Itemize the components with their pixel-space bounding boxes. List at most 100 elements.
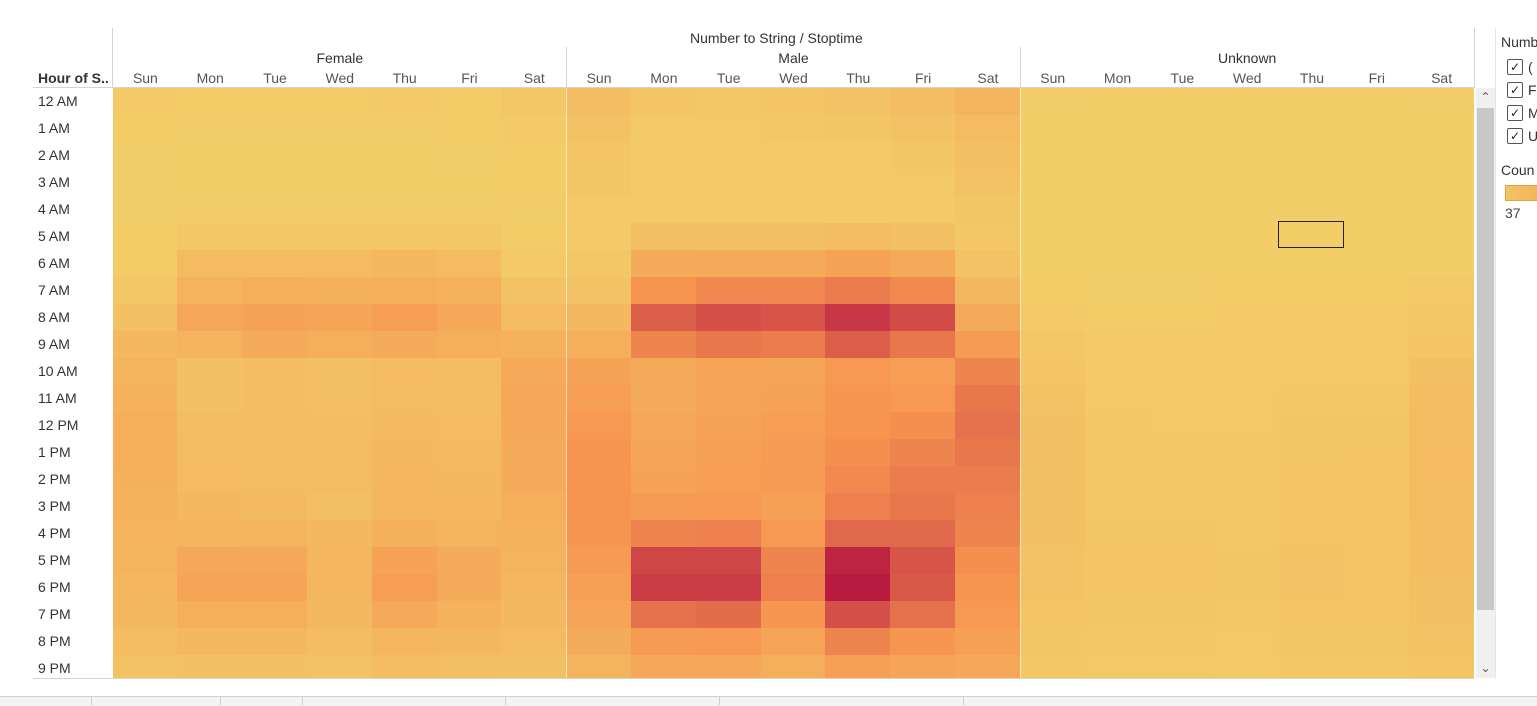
checkbox-icon[interactable]: ✓ <box>1507 105 1523 121</box>
heatmap-cell[interactable] <box>1020 88 1086 115</box>
heatmap-cell[interactable] <box>696 142 762 169</box>
heatmap-cell[interactable] <box>242 331 308 358</box>
heatmap-cell[interactable] <box>1344 412 1410 439</box>
heatmap-cell[interactable] <box>1149 493 1215 520</box>
heatmap-cell[interactable] <box>1409 142 1474 169</box>
heatmap-cell[interactable] <box>1085 304 1150 331</box>
heatmap-cell[interactable] <box>1344 574 1410 601</box>
heatmap-cell[interactable] <box>1149 142 1215 169</box>
heatmap-cell[interactable] <box>307 655 373 678</box>
heatmap-cell[interactable] <box>307 304 373 331</box>
heatmap-cell[interactable] <box>761 466 826 493</box>
heatmap-cell[interactable] <box>1279 628 1345 655</box>
heatmap-cell[interactable] <box>501 277 567 304</box>
heatmap-cell[interactable] <box>1085 250 1150 277</box>
heatmap-cell[interactable] <box>631 655 697 678</box>
heatmap-cell[interactable] <box>437 628 502 655</box>
heatmap-cell[interactable] <box>1149 169 1215 196</box>
heatmap-cell[interactable] <box>177 574 243 601</box>
heatmap-cell[interactable] <box>113 493 178 520</box>
heatmap-cell[interactable] <box>761 520 826 547</box>
legend-filter-item[interactable]: ✓ F <box>1507 81 1537 99</box>
heatmap-cell[interactable] <box>1344 547 1410 574</box>
heatmap-cell[interactable] <box>1214 574 1280 601</box>
heatmap-cell[interactable] <box>501 439 567 466</box>
heatmap-cell[interactable] <box>761 169 826 196</box>
heatmap-cell[interactable] <box>955 466 1021 493</box>
heatmap-cell[interactable] <box>501 412 567 439</box>
heatmap-cell[interactable] <box>955 115 1021 142</box>
heatmap-cell[interactable] <box>761 574 826 601</box>
heatmap-cell[interactable] <box>501 169 567 196</box>
heatmap-cell[interactable] <box>1409 547 1474 574</box>
heatmap-cell[interactable] <box>372 223 438 250</box>
heatmap-cell[interactable] <box>761 115 826 142</box>
heatmap-cell[interactable] <box>1149 547 1215 574</box>
heatmap-cell[interactable] <box>955 142 1021 169</box>
heatmap-cell[interactable] <box>177 358 243 385</box>
heatmap-cell[interactable] <box>501 223 567 250</box>
heatmap-cell[interactable] <box>696 196 762 223</box>
heatmap-cell[interactable] <box>437 115 502 142</box>
heatmap-cell[interactable] <box>955 304 1021 331</box>
heatmap-cell[interactable] <box>696 115 762 142</box>
heatmap-cell[interactable] <box>566 250 632 277</box>
heatmap-cell[interactable] <box>761 277 826 304</box>
heatmap-cell[interactable] <box>372 439 438 466</box>
heatmap-cell[interactable] <box>113 304 178 331</box>
heatmap-cell[interactable] <box>501 304 567 331</box>
heatmap-cell[interactable] <box>307 250 373 277</box>
heatmap-cell[interactable] <box>1344 520 1410 547</box>
heatmap-cell[interactable] <box>955 439 1021 466</box>
heatmap-cell[interactable] <box>307 628 373 655</box>
heatmap-cell[interactable] <box>113 115 178 142</box>
heatmap-cell[interactable] <box>1020 331 1086 358</box>
heatmap-cell[interactable] <box>1214 358 1280 385</box>
heatmap-cell[interactable] <box>242 601 308 628</box>
heatmap-cell[interactable] <box>696 223 762 250</box>
heatmap-cell[interactable] <box>242 655 308 678</box>
heatmap-cell[interactable] <box>1085 655 1150 678</box>
heatmap-cell[interactable] <box>242 574 308 601</box>
heatmap-cell[interactable] <box>825 331 891 358</box>
heatmap-cell[interactable] <box>177 277 243 304</box>
heatmap-cell[interactable] <box>631 628 697 655</box>
heatmap-cell[interactable] <box>1085 169 1150 196</box>
heatmap-cell[interactable] <box>372 169 438 196</box>
heatmap-cell[interactable] <box>1020 385 1086 412</box>
heatmap-cell[interactable] <box>566 466 632 493</box>
heatmap-cell[interactable] <box>566 142 632 169</box>
heatmap-cell[interactable] <box>1085 412 1150 439</box>
heatmap-cell[interactable] <box>1085 466 1150 493</box>
heatmap-cell[interactable] <box>113 277 178 304</box>
heatmap-cell[interactable] <box>955 88 1021 115</box>
legend-filter-item[interactable]: ✓ M <box>1507 104 1537 122</box>
heatmap-cell[interactable] <box>372 466 438 493</box>
heatmap-cell[interactable] <box>437 601 502 628</box>
heatmap-cell[interactable] <box>113 196 178 223</box>
heatmap-cell[interactable] <box>1149 655 1215 678</box>
heatmap-cell[interactable] <box>566 358 632 385</box>
heatmap-cell[interactable] <box>307 223 373 250</box>
heatmap-cell[interactable] <box>307 169 373 196</box>
heatmap-cell[interactable] <box>631 196 697 223</box>
heatmap-cell[interactable] <box>1409 331 1474 358</box>
heatmap-cell[interactable] <box>1149 412 1215 439</box>
heatmap-cell[interactable] <box>113 88 178 115</box>
heatmap-cell[interactable] <box>1085 439 1150 466</box>
heatmap-cell[interactable] <box>1085 547 1150 574</box>
heatmap-cell[interactable] <box>1409 223 1474 250</box>
heatmap-cell[interactable] <box>1279 466 1345 493</box>
heatmap-cell[interactable] <box>501 493 567 520</box>
heatmap-cell[interactable] <box>1149 520 1215 547</box>
heatmap-cell[interactable] <box>696 304 762 331</box>
heatmap-cell[interactable] <box>1214 655 1280 678</box>
heatmap-cell[interactable] <box>177 250 243 277</box>
heatmap-cell[interactable] <box>566 277 632 304</box>
heatmap-cell[interactable] <box>890 493 956 520</box>
heatmap-cell[interactable] <box>1279 250 1345 277</box>
heatmap-cell[interactable] <box>955 196 1021 223</box>
heatmap-cell[interactable] <box>1409 655 1474 678</box>
heatmap-cell[interactable] <box>696 412 762 439</box>
heatmap-cell[interactable] <box>372 88 438 115</box>
